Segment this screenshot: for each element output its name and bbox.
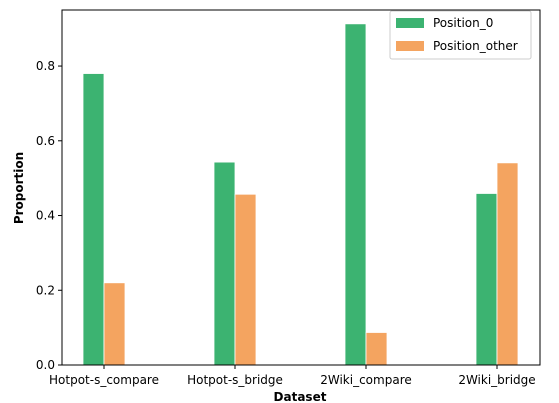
y-tick-label: 0.8	[36, 59, 55, 73]
legend-label-position-0: Position_0	[433, 16, 493, 30]
bar-position-0-0	[82, 73, 105, 366]
bar-position-0-2	[344, 23, 367, 366]
legend-swatch-position-other	[396, 41, 424, 51]
legend-label-position-other: Position_other	[433, 39, 518, 53]
y-axis-title: Proportion	[12, 152, 26, 224]
legend-swatch-position-0	[396, 18, 424, 28]
x-tick-label: Hotpot-s_bridge	[187, 373, 283, 387]
bar-position-0-1	[213, 161, 236, 366]
x-tick-label: 2Wiki_bridge	[458, 373, 535, 387]
bar-position-other-2	[365, 332, 388, 366]
y-tick-label: 0.4	[36, 209, 55, 223]
plot-frame	[61, 9, 541, 366]
bar-position-other-1	[234, 193, 257, 366]
y-tick-label: 0.2	[36, 283, 55, 297]
x-axis-title: Dataset	[274, 390, 327, 403]
bar-position-other-3	[496, 162, 519, 366]
x-tick-label: 2Wiki_compare	[320, 373, 412, 387]
bar-position-other-0	[103, 282, 126, 366]
bar-position-0-3	[475, 193, 498, 366]
axes-layer: 0.0 0.2 0.4 0.6 0.8 Hotpot-s_compare Hotpot-s_…	[36, 9, 541, 387]
y-tick-label: 0.0	[36, 358, 55, 372]
bars-layer	[82, 23, 519, 366]
legend: Position_0 Position_other	[389, 10, 532, 60]
x-tick-label: Hotpot-s_compare	[49, 373, 159, 387]
legend-frame	[389, 10, 532, 60]
y-tick-label: 0.6	[36, 134, 55, 148]
